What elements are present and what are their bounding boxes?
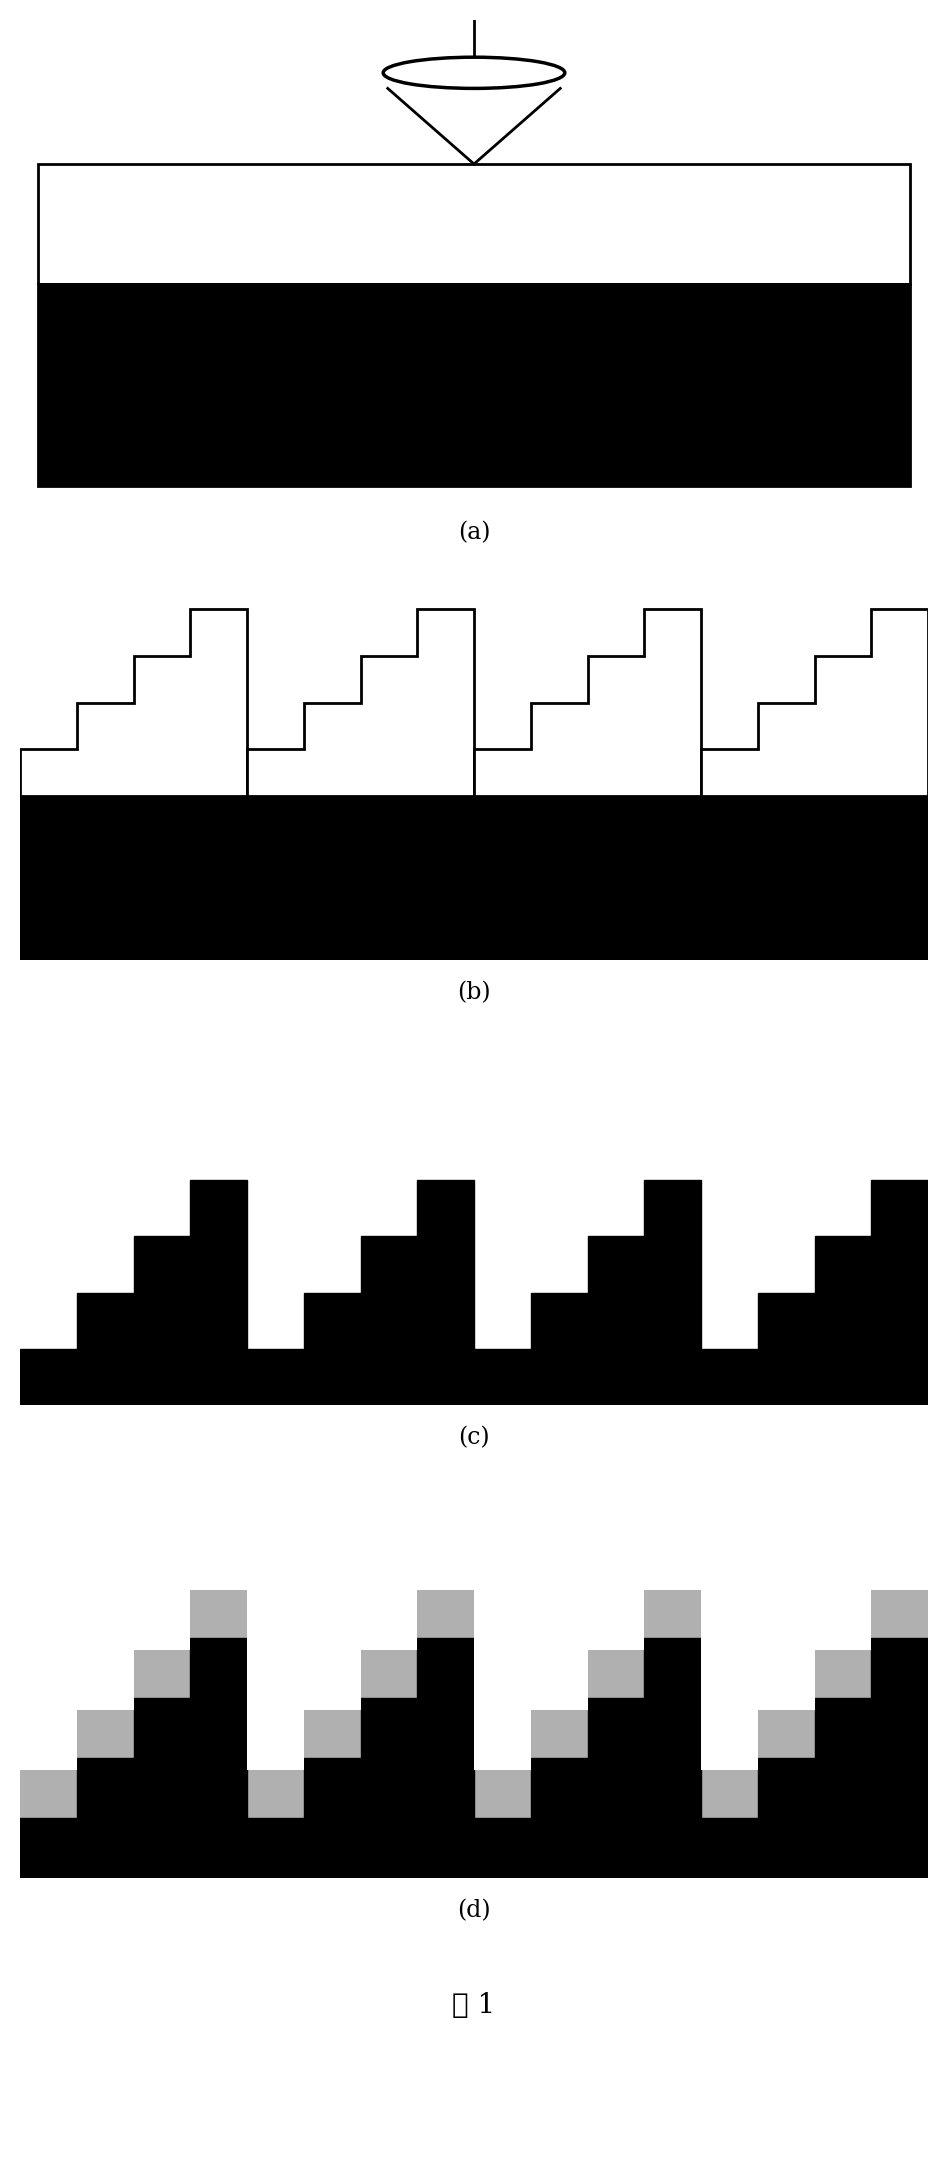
Polygon shape <box>701 609 928 797</box>
Polygon shape <box>20 1478 247 1770</box>
Polygon shape <box>20 1181 247 1406</box>
Bar <box>38 164 910 284</box>
Text: (d): (d) <box>457 1899 491 1921</box>
Polygon shape <box>20 609 247 797</box>
Bar <box>20 797 928 961</box>
Text: (a): (a) <box>458 522 490 544</box>
Text: 图 1: 图 1 <box>452 1991 496 2019</box>
Text: (b): (b) <box>457 980 491 1004</box>
Bar <box>38 284 910 485</box>
Polygon shape <box>701 1478 928 1770</box>
Polygon shape <box>247 1478 474 1770</box>
Polygon shape <box>474 1478 701 1770</box>
Polygon shape <box>474 1181 701 1406</box>
Text: (c): (c) <box>458 1425 490 1450</box>
Polygon shape <box>474 609 701 797</box>
Polygon shape <box>701 1637 928 1877</box>
Polygon shape <box>247 1637 474 1877</box>
Polygon shape <box>247 1181 474 1406</box>
Polygon shape <box>701 1181 928 1406</box>
Polygon shape <box>247 609 474 797</box>
Ellipse shape <box>383 57 565 87</box>
Polygon shape <box>20 1637 247 1877</box>
Polygon shape <box>474 1637 701 1877</box>
